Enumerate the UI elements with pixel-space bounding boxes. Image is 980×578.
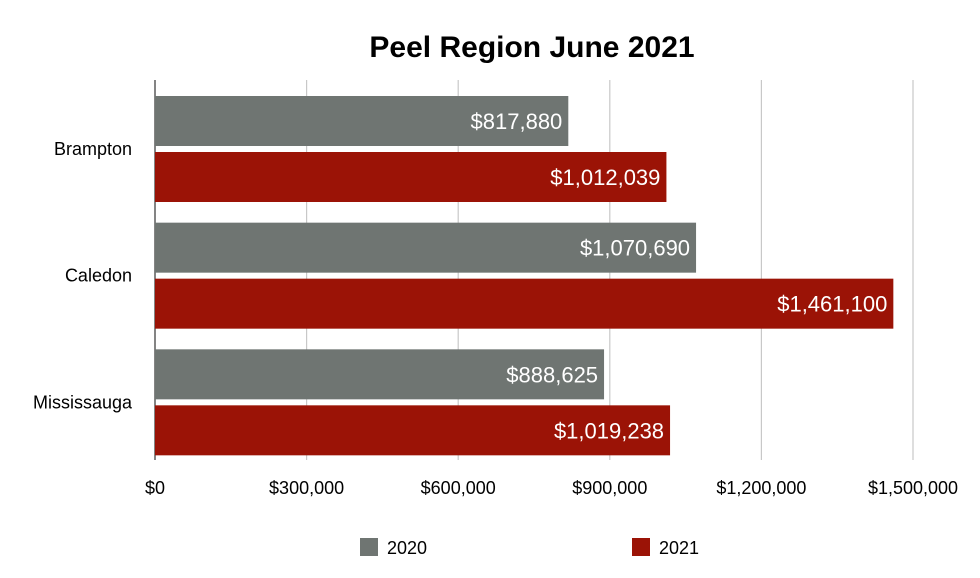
bar-2021-brampton: [155, 152, 667, 202]
data-label: $888,625: [506, 362, 598, 387]
x-tick-label: $1,500,000: [868, 478, 958, 498]
category-label: Brampton: [54, 139, 132, 159]
bar-2020-brampton: [155, 96, 569, 146]
category-label: Mississauga: [33, 392, 133, 412]
data-label: $1,019,238: [554, 418, 664, 443]
data-label: $1,461,100: [777, 292, 887, 317]
category-labels: Brampton Caledon Mississauga: [33, 139, 133, 412]
bar-2020-caledon: [155, 222, 697, 273]
legend-swatch: [360, 538, 378, 556]
legend-swatch: [632, 538, 650, 556]
x-tick-label: $300,000: [269, 478, 344, 498]
legend: 2020 2021: [360, 538, 699, 558]
legend-label: 2021: [659, 538, 699, 558]
x-tick-label: $0: [145, 478, 165, 498]
chart-title: Peel Region June 2021: [369, 31, 694, 64]
bar-2021-caledon: [155, 278, 894, 329]
x-tick-label: $600,000: [421, 478, 496, 498]
x-tick-label: $900,000: [572, 478, 647, 498]
data-label: $817,880: [471, 109, 563, 134]
data-label: $1,012,039: [550, 165, 660, 190]
data-label: $1,070,690: [580, 236, 690, 261]
x-tick-label: $1,200,000: [716, 478, 806, 498]
x-axis-ticks: $0 $300,000 $600,000 $900,000 $1,200,000 $1,5…: [145, 478, 958, 498]
legend-label: 2020: [387, 538, 427, 558]
bar-2020-mississauga: [155, 349, 605, 400]
bars: $817,880 $1,012,039 $1,070,690 $1,461,100 $8…: [155, 96, 894, 456]
bar-2021-mississauga: [155, 405, 671, 456]
category-label: Caledon: [65, 266, 132, 286]
